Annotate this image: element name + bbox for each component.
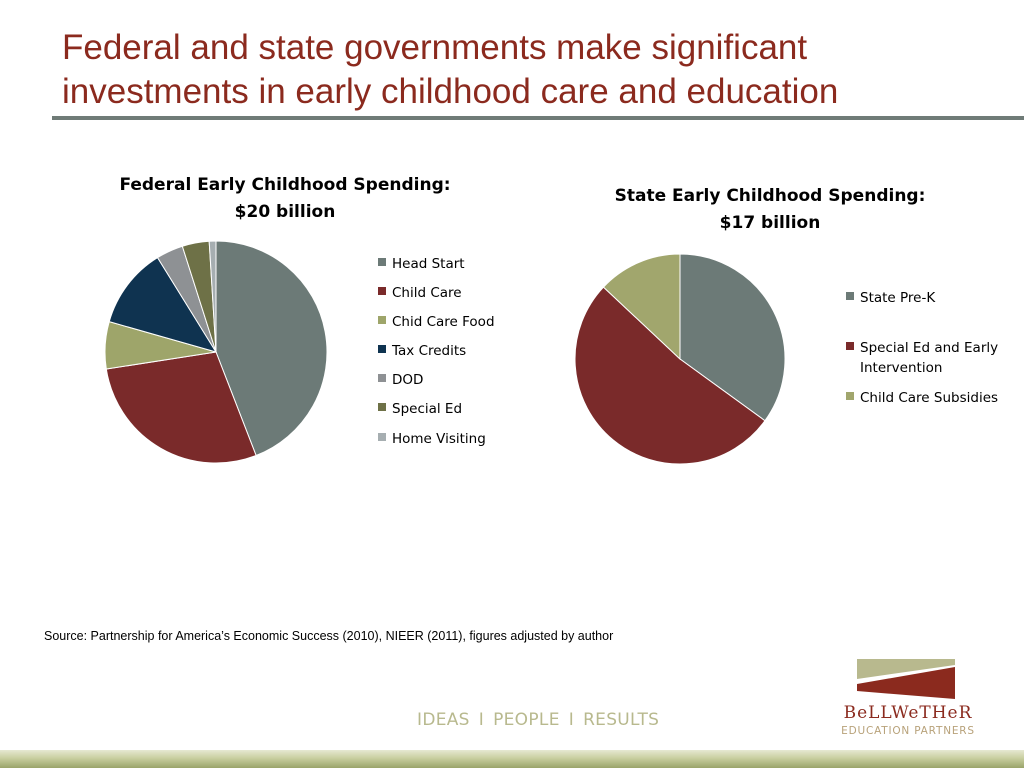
legend-label: Head Start <box>392 254 465 274</box>
legend-swatch <box>378 374 386 382</box>
federal-pie-chart <box>104 240 328 464</box>
legend-label: State Pre-K <box>860 288 935 308</box>
legend-label-line: Special Ed <box>392 401 463 417</box>
federal-chart-title: Federal Early Childhood Spending: $20 bi… <box>100 172 470 226</box>
federal-chart-title-line-1: Federal Early Childhood Spending: <box>119 175 451 195</box>
pie-slice-tax-credits <box>108 256 218 353</box>
legend-swatch <box>846 342 854 350</box>
footer-bar <box>0 750 1024 768</box>
tagline-ideas: IDEAS <box>417 710 470 730</box>
legend-label-line: DOD <box>392 372 424 388</box>
state-chart-title-line-2: $17 billion <box>719 213 821 233</box>
state-chart-title: State Early Childhood Spending: $17 bill… <box>590 183 950 237</box>
pie-slice-state-pre-k <box>679 253 786 422</box>
legend-label-line: Child Care <box>392 285 462 301</box>
legend-label-line: Child Care Subsidies <box>860 390 999 406</box>
federal-chart-title-line-2: $20 billion <box>234 202 336 222</box>
legend-swatch <box>378 403 386 411</box>
source-note: Source: Partnership for America’s Econom… <box>44 629 614 643</box>
state-chart-title-line-1: State Early Childhood Spending: <box>614 186 926 206</box>
legend-swatch <box>846 392 854 400</box>
legend-label-line: Special Ed and Early <box>860 340 999 356</box>
legend-label-line: Tax Credits <box>392 343 467 359</box>
legend-label: Child Care <box>392 283 462 303</box>
state-legend: State Pre-K Special Ed and Early Intervent… <box>846 288 1016 418</box>
legend-label-line: Home Visiting <box>392 431 486 447</box>
legend-label: Tax Credits <box>392 341 466 361</box>
legend-swatch <box>378 316 386 324</box>
pie-slice-home-visiting <box>208 240 217 353</box>
legend-swatch <box>846 292 854 300</box>
tagline-people: PEOPLE <box>493 710 560 730</box>
pie-slice-head-start <box>215 240 328 457</box>
bellwether-logo-icon <box>857 659 955 699</box>
federal-legend: Head Start Child Care Chid Care Food Tax Cr… <box>378 254 538 454</box>
slide-title: Federal and state governments make signi… <box>62 26 982 114</box>
pie-slice-child-care <box>105 351 257 464</box>
legend-label: Special Ed <box>392 399 462 419</box>
legend-label-line: State Pre-K <box>860 290 936 306</box>
legend-label: Home Visiting <box>392 429 486 449</box>
legend-label-line: Intervention <box>860 360 943 376</box>
pie-slice-child-care-subsidies <box>602 253 681 361</box>
tagline-results: RESULTS <box>583 710 660 730</box>
legend-label: Child Care Subsidies <box>860 388 998 408</box>
legend-label: DOD <box>392 370 423 390</box>
tagline-separator: I <box>568 710 575 730</box>
pie-slice-special-ed-and-early-intervention <box>574 286 766 465</box>
logo-wordmark: BeLLWeTHeR <box>843 703 973 723</box>
legend-swatch <box>378 258 386 266</box>
legend-swatch <box>378 433 386 441</box>
legend-label: Chid Care Food <box>392 312 495 332</box>
tagline: IDEAS I PEOPLE I RESULTS <box>417 710 659 730</box>
title-divider <box>52 116 1024 120</box>
legend-swatch <box>378 287 386 295</box>
legend-swatch <box>378 345 386 353</box>
slide-title-line-1: Federal and state governments make signi… <box>62 28 808 67</box>
legend-label-line: Head Start <box>392 256 465 272</box>
slide-title-line-2: investments in early childhood care and … <box>62 72 839 111</box>
legend-label-line: Chid Care Food <box>392 314 495 330</box>
legend-label: Special Ed and Early Intervention <box>860 338 998 378</box>
logo-subtitle: EDUCATION PARTNERS <box>841 725 975 737</box>
state-pie-chart <box>574 253 786 465</box>
tagline-separator: I <box>478 710 485 730</box>
